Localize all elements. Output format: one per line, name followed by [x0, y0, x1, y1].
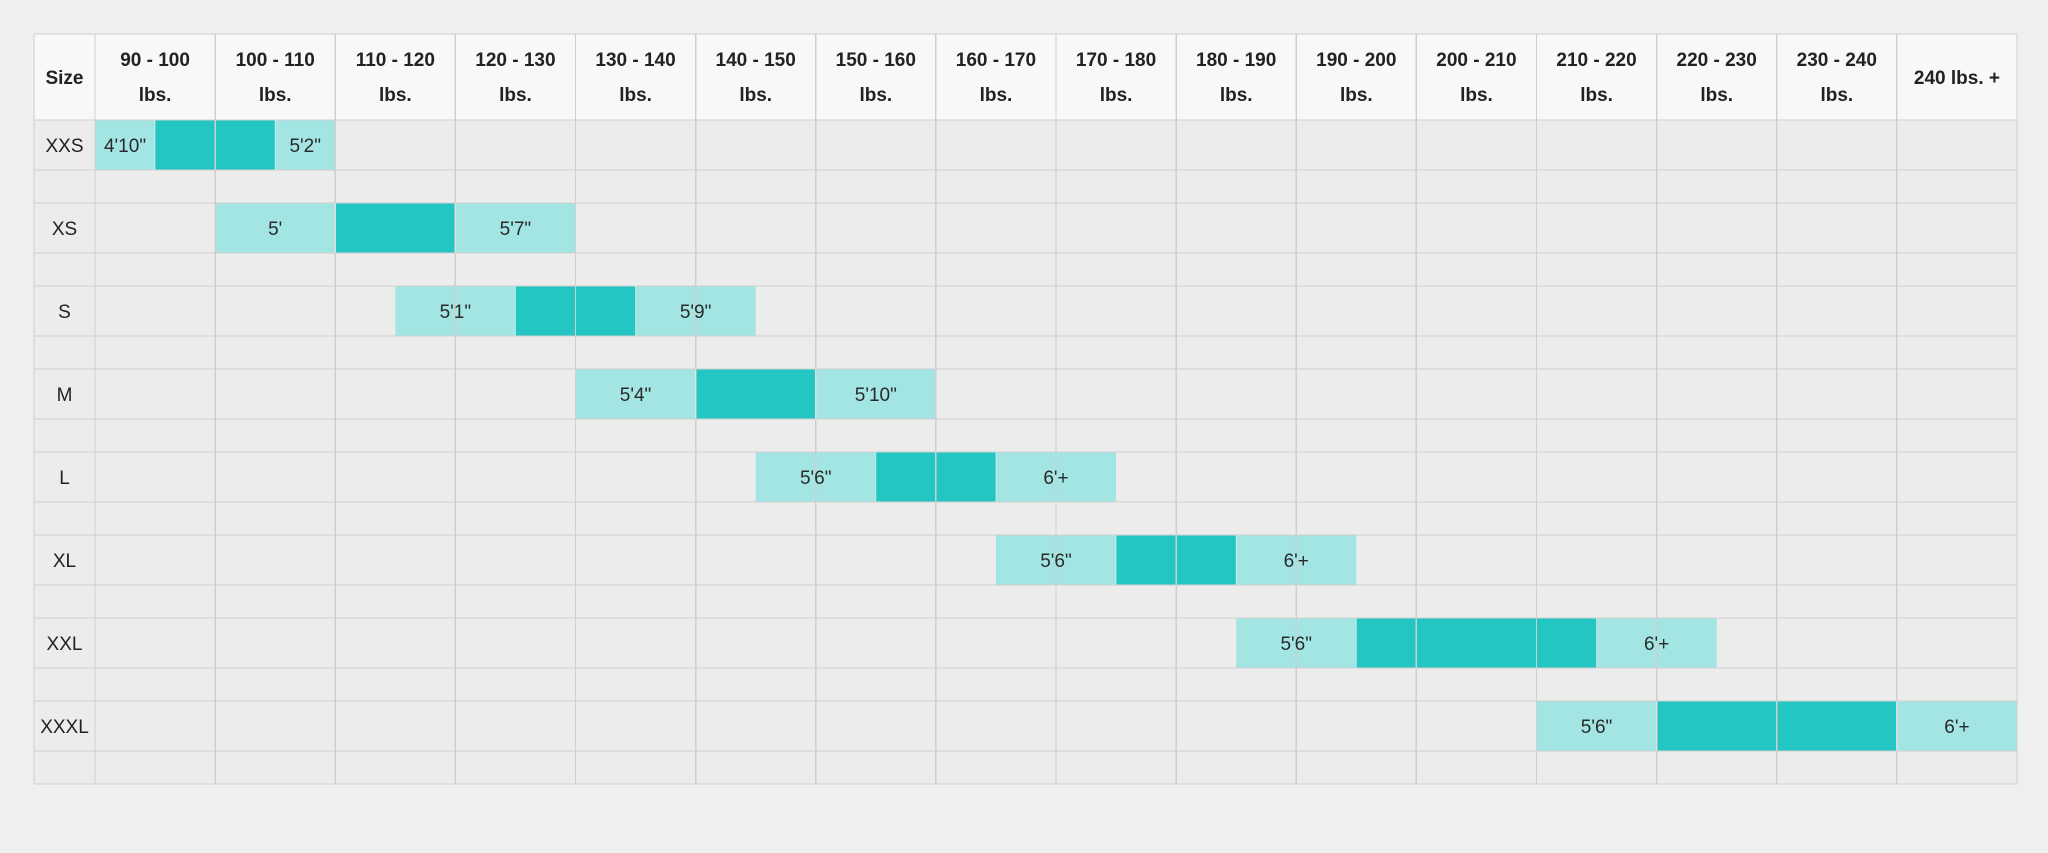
min-height-label: 5'1" — [440, 302, 472, 323]
core-range — [335, 203, 456, 253]
weight-column-header: lbs. — [1100, 85, 1133, 106]
weight-column-header: lbs. — [1700, 85, 1733, 106]
weight-column-header: lbs. — [739, 85, 772, 106]
min-height-label: 5' — [268, 219, 282, 240]
weight-column-header: lbs. — [1820, 85, 1853, 106]
size-label: XXL — [47, 634, 83, 655]
weight-column-header: lbs. — [1220, 85, 1253, 106]
core-range — [695, 369, 816, 419]
size-label: M — [57, 385, 73, 406]
core-range — [1356, 618, 1597, 668]
max-height-label: 5'2" — [289, 136, 321, 157]
min-height-range — [575, 369, 696, 419]
max-height-label: 6'+ — [1043, 468, 1068, 489]
weight-column-header: lbs. — [980, 85, 1013, 106]
max-height-label: 6'+ — [1644, 634, 1669, 655]
weight-column-header: 110 - 120 — [356, 50, 435, 71]
weight-column-header: 170 - 180 — [1076, 50, 1156, 71]
min-height-label: 4'10" — [104, 136, 146, 157]
max-height-range — [815, 369, 936, 419]
weight-column-header: 100 - 110 — [236, 50, 315, 71]
weight-column-header: lbs. — [259, 85, 292, 106]
max-height-range — [455, 203, 576, 253]
weight-column-header: 130 - 140 — [595, 50, 675, 71]
size-column-header: Size — [45, 68, 83, 89]
weight-column-header: 220 - 230 — [1677, 50, 1757, 71]
min-height-label: 5'6" — [1040, 551, 1072, 572]
min-height-label: 5'6" — [1280, 634, 1312, 655]
min-height-range — [215, 203, 336, 253]
size-label: XXXL — [40, 717, 89, 738]
weight-column-header: 200 - 210 — [1436, 50, 1516, 71]
max-height-label: 6'+ — [1944, 717, 1969, 738]
weight-column-header: 160 - 170 — [956, 50, 1036, 71]
size-label: XL — [53, 551, 76, 572]
min-height-range — [95, 120, 156, 170]
weight-column-header: 190 - 200 — [1316, 50, 1396, 71]
weight-column-header: 90 - 100 — [120, 50, 190, 71]
max-height-label: 6'+ — [1284, 551, 1309, 572]
min-height-range — [1536, 701, 1657, 751]
min-height-label: 5'6" — [1581, 717, 1613, 738]
size-label: XXS — [45, 136, 83, 157]
weight-column-header: lbs. — [379, 85, 412, 106]
weight-column-header: lbs. — [859, 85, 892, 106]
size-label: S — [58, 302, 71, 323]
weight-column-header: lbs. — [619, 85, 652, 106]
weight-column-header: lbs. — [1580, 85, 1613, 106]
weight-column-header: 240 lbs. + — [1914, 68, 2000, 89]
weight-column-header: 140 - 150 — [716, 50, 796, 71]
weight-column-header: lbs. — [1460, 85, 1493, 106]
size-label: XS — [52, 219, 77, 240]
size-label: L — [59, 468, 70, 489]
weight-column-header: 230 - 240 — [1797, 50, 1877, 71]
header-background — [34, 34, 2017, 120]
max-height-label: 5'7" — [500, 219, 532, 240]
max-height-range — [275, 120, 336, 170]
min-height-label: 5'4" — [620, 385, 652, 406]
weight-column-header: lbs. — [499, 85, 532, 106]
max-height-range — [1896, 701, 2017, 751]
weight-column-header: 150 - 160 — [836, 50, 916, 71]
max-height-label: 5'9" — [680, 302, 712, 323]
weight-column-header: 120 - 130 — [475, 50, 555, 71]
weight-column-header: 180 - 190 — [1196, 50, 1276, 71]
weight-column-header: 210 - 220 — [1556, 50, 1636, 71]
min-height-label: 5'6" — [800, 468, 832, 489]
weight-column-header: lbs. — [139, 85, 172, 106]
max-height-label: 5'10" — [855, 385, 897, 406]
weight-column-header: lbs. — [1340, 85, 1373, 106]
